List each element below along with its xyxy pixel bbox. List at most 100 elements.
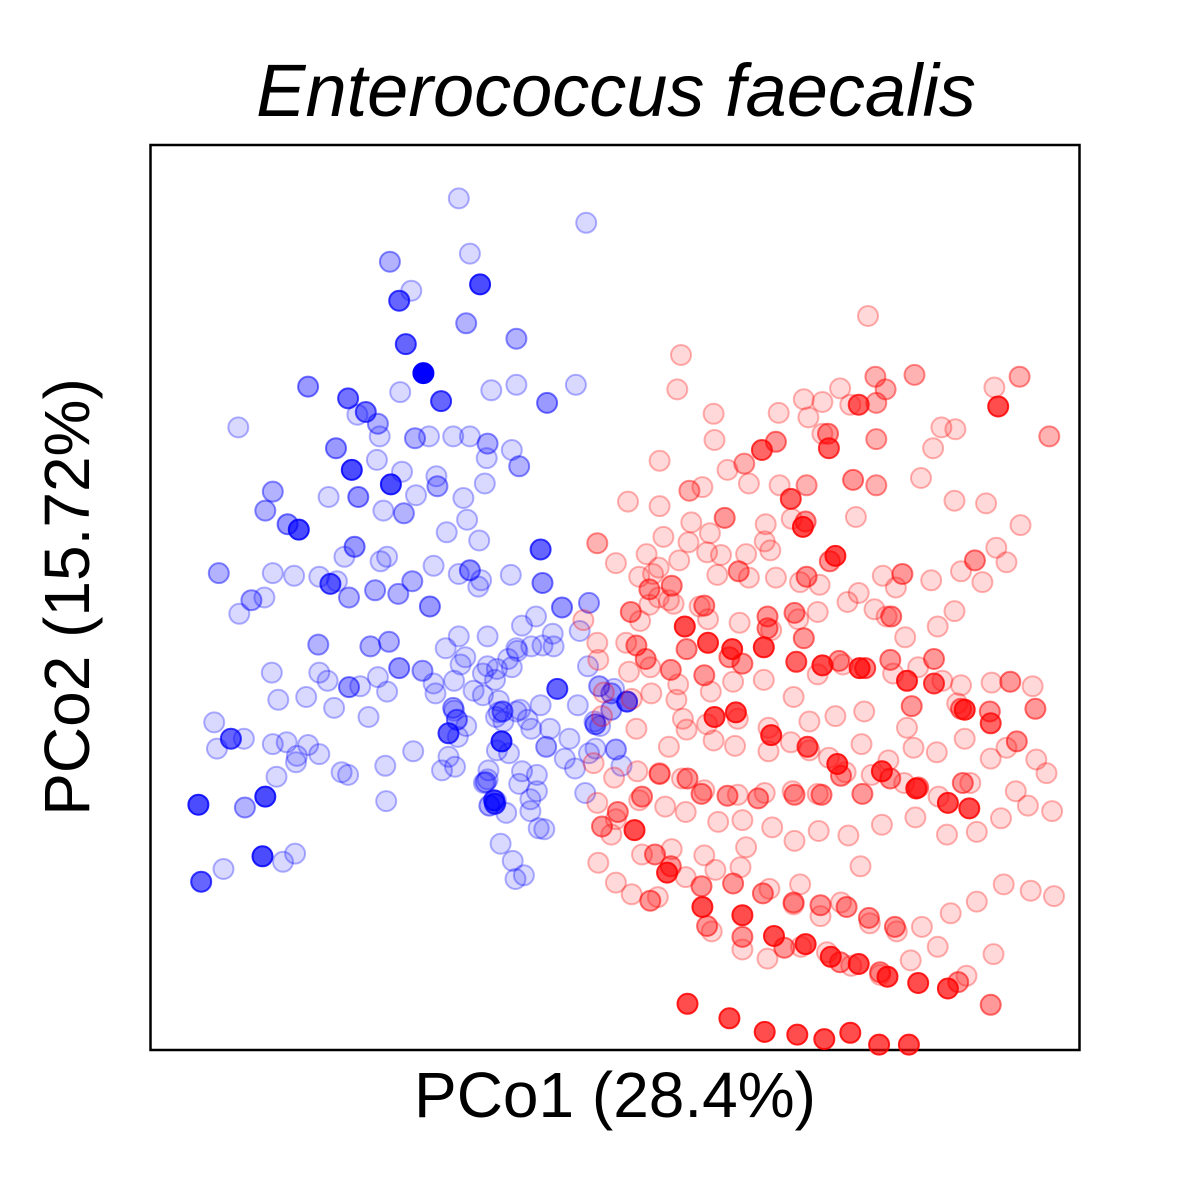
scatter-point [751, 882, 774, 905]
scatter-point [412, 362, 435, 385]
scatter-point [455, 312, 478, 335]
scatter-point [575, 211, 598, 234]
scatter-point [458, 425, 481, 448]
scatter-point [394, 333, 417, 356]
scatter-point [722, 872, 745, 895]
scatter-point [346, 403, 369, 426]
scatter-point [265, 765, 288, 788]
scatter-point [379, 473, 402, 496]
scatter-point [782, 686, 805, 708]
scatter-point [295, 686, 318, 708]
scatter-point [625, 717, 648, 740]
scatter-point [673, 615, 696, 638]
scatter-point [610, 754, 633, 777]
scatter-point [533, 818, 556, 841]
scatter-point [623, 819, 646, 842]
scatter-point [287, 518, 310, 541]
scatter-point [671, 707, 694, 730]
scatter-point [1038, 425, 1061, 448]
scatter-point [696, 541, 719, 564]
scatter-point [606, 801, 629, 823]
scatter-point [713, 506, 736, 529]
scatter-point [810, 783, 833, 806]
scatter-point [671, 767, 693, 790]
scatter-point [826, 753, 849, 775]
scatter-point [798, 710, 821, 733]
scatter-point [591, 705, 613, 728]
scatter-point [480, 379, 503, 402]
scatter-point [506, 639, 529, 662]
scatter-point [447, 187, 470, 210]
scatter-point [876, 965, 899, 988]
scatter-point [718, 1007, 741, 1030]
scatter-point [369, 550, 392, 573]
scatter-point [454, 646, 477, 669]
scatter-point [690, 782, 713, 805]
scatter-point [424, 682, 447, 705]
scatter-point [487, 689, 510, 712]
scatter-point [566, 694, 589, 717]
scatter-point [992, 873, 1015, 896]
scatter-point [389, 381, 412, 404]
scatter-point [485, 658, 508, 680]
scatter-point [372, 499, 395, 522]
scatter-point [228, 602, 251, 625]
scatter-point [848, 657, 871, 680]
scatter-point [782, 891, 805, 914]
scatter-point [425, 465, 448, 488]
chart-title: Enterococcus faecalis [256, 49, 976, 132]
scatter-point [477, 759, 500, 782]
scatter-point [207, 562, 230, 585]
scatter-point [509, 698, 532, 721]
scatter-point [443, 699, 466, 722]
scatter-point [431, 759, 453, 782]
scatter-point [504, 868, 527, 890]
scatter-point [697, 608, 719, 631]
scatter-point [297, 734, 320, 756]
scatter-point [953, 727, 976, 750]
scatter-point [347, 486, 370, 508]
scatter-point [783, 829, 806, 852]
scatter-point [982, 943, 1005, 966]
scatter-point [902, 736, 925, 759]
scatter-point [437, 722, 460, 745]
scatter-point [538, 717, 561, 740]
scatter-point [811, 654, 834, 677]
scatter-point [874, 378, 897, 401]
scatter-point [693, 779, 716, 802]
scatter-point [392, 502, 415, 525]
scatter-point [756, 605, 779, 628]
scatter-point [936, 823, 958, 846]
scatter-point [985, 536, 1008, 559]
scatter-point [851, 782, 874, 805]
scatter-point [470, 569, 493, 592]
scatter-point [789, 873, 812, 896]
scatter-point [707, 810, 730, 833]
scatter-point [568, 620, 591, 642]
scatter-point [648, 449, 671, 472]
scatter-point [190, 870, 213, 893]
scatter-point [980, 671, 1003, 694]
scatter-point [508, 772, 531, 795]
scatter-point [308, 743, 331, 766]
scatter-point [475, 447, 498, 470]
scatter-point [990, 807, 1012, 830]
scatter-point [926, 615, 949, 638]
scatter-point [733, 452, 756, 475]
scatter-point [857, 906, 880, 929]
scatter-point [519, 800, 542, 823]
scatter-point [639, 889, 662, 912]
scatter-point [693, 594, 716, 617]
scatter-point [490, 730, 513, 753]
scatter-point [896, 669, 918, 692]
scatter-point [418, 595, 441, 618]
scatter-point [731, 904, 754, 927]
scatter-point [620, 883, 643, 906]
scatter-point [693, 844, 716, 867]
scatter-point [261, 480, 284, 503]
scatter-point [847, 582, 870, 604]
scatter-point [536, 391, 559, 414]
scatter-point [716, 784, 739, 807]
scatter-point [654, 795, 677, 818]
scatter-point [253, 586, 276, 609]
